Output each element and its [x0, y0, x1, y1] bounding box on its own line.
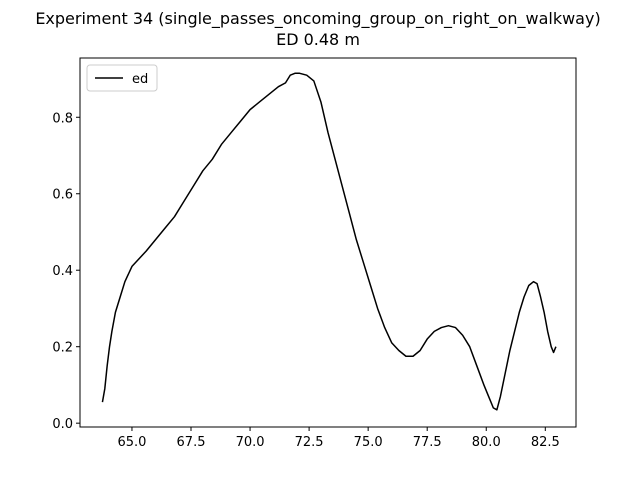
series-line-ed	[101, 72, 557, 411]
y-tick-label: 0.4	[52, 264, 73, 279]
y-tick-label: 0.8	[52, 111, 73, 126]
x-tick-label: 65.0	[117, 435, 146, 450]
x-tick-label: 82.5	[531, 435, 560, 450]
y-tick-label: 0.6	[52, 188, 73, 203]
legend: ed	[86, 64, 158, 92]
chart-title: Experiment 34 (single_passes_oncoming_gr…	[35, 9, 600, 29]
plot-series	[101, 72, 557, 411]
x-axis-ticks: 65.0 67.5 70.0 72.5 75.0 77.5 80.0 82.5	[117, 427, 560, 450]
x-tick-label: 80.0	[472, 435, 501, 450]
y-tick-label: 0.2	[52, 341, 73, 356]
y-tick-label: 0.0	[52, 417, 73, 432]
x-tick-label: 70.0	[236, 435, 265, 450]
chart-subtitle: ED 0.48 m	[276, 30, 360, 49]
axes-frame	[79, 57, 577, 428]
legend-label-ed: ed	[132, 72, 148, 87]
x-tick-label: 75.0	[354, 435, 383, 450]
x-tick-label: 67.5	[177, 435, 206, 450]
x-tick-label: 77.5	[413, 435, 442, 450]
y-axis-ticks: 0.0 0.2 0.4 0.6 0.8	[52, 111, 80, 432]
x-tick-label: 72.5	[295, 435, 324, 450]
